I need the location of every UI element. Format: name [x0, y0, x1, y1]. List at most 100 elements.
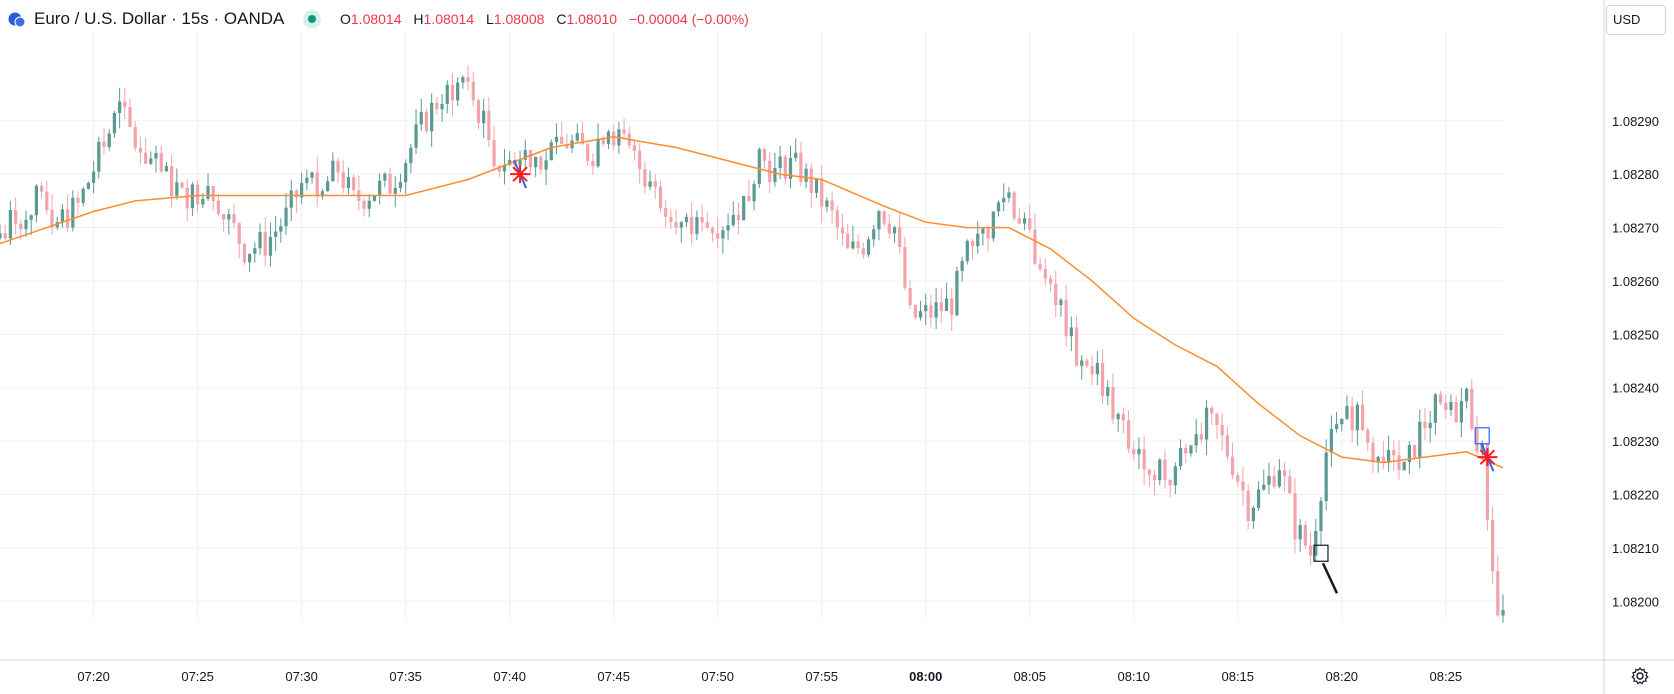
- candle-body: [560, 137, 563, 144]
- candle: [394, 176, 397, 207]
- candle: [1340, 419, 1343, 432]
- candle: [399, 174, 402, 193]
- candle-body: [830, 201, 833, 211]
- candle: [1189, 445, 1192, 457]
- candle: [451, 73, 454, 116]
- candle-body: [1065, 300, 1068, 336]
- candle: [1335, 412, 1338, 433]
- candle-body: [1460, 401, 1463, 422]
- candle-body: [659, 187, 662, 208]
- candle: [368, 194, 371, 217]
- candle: [305, 170, 308, 190]
- candle: [347, 168, 350, 195]
- candle-body: [1127, 420, 1130, 449]
- candle-body: [867, 239, 870, 254]
- candle: [706, 212, 709, 229]
- candle: [362, 198, 365, 216]
- candle-body: [1496, 571, 1499, 615]
- candle: [45, 181, 48, 215]
- candle: [529, 150, 532, 175]
- candle-body: [997, 202, 1000, 211]
- candle: [492, 126, 495, 172]
- candle-body: [305, 178, 308, 183]
- candle-body: [217, 201, 220, 214]
- candle-body: [903, 247, 906, 288]
- candle-body: [368, 201, 371, 209]
- candle: [1361, 390, 1364, 431]
- x-tick-label: 07:50: [701, 669, 734, 684]
- candle: [690, 202, 693, 245]
- candle-body: [383, 174, 386, 181]
- x-tick-label: 07:35: [389, 669, 422, 684]
- candle: [747, 180, 750, 202]
- candle: [1065, 285, 1068, 347]
- candle: [976, 221, 979, 254]
- candle-body: [40, 186, 43, 192]
- candle-body: [1491, 520, 1494, 571]
- candles: [0, 65, 1505, 622]
- candle-body: [1023, 218, 1026, 223]
- candle: [1054, 271, 1057, 317]
- currency-button[interactable]: USD: [1606, 5, 1666, 35]
- candle: [1091, 356, 1094, 386]
- candle: [758, 147, 761, 188]
- candle-body: [877, 211, 880, 229]
- candle: [446, 80, 449, 113]
- box-marker-icon[interactable]: [1314, 545, 1337, 593]
- candle-body: [222, 214, 225, 219]
- candle: [269, 222, 272, 266]
- candle-body: [30, 215, 33, 220]
- candle-body: [841, 227, 844, 233]
- candle-body: [160, 153, 163, 171]
- x-tick-label: 07:45: [597, 669, 630, 684]
- candle: [622, 119, 625, 140]
- candle: [1179, 439, 1182, 470]
- candle: [685, 213, 688, 227]
- candle-body: [1309, 546, 1312, 556]
- candle: [1247, 484, 1250, 530]
- candle: [1101, 349, 1104, 404]
- candle-body: [1085, 360, 1088, 365]
- candle: [279, 218, 282, 243]
- candle: [1241, 467, 1244, 506]
- candle-body: [456, 83, 459, 101]
- y-tick-label: 1.08250: [1612, 327, 1659, 342]
- candle-body: [14, 210, 17, 224]
- candle-body: [851, 241, 854, 248]
- candle-body: [622, 129, 625, 133]
- candle-body: [1418, 422, 1421, 458]
- candle-body: [35, 186, 38, 215]
- candle-body: [492, 140, 495, 166]
- candle-body: [1122, 414, 1125, 420]
- candle: [815, 178, 818, 198]
- grid: [0, 32, 1503, 620]
- candle: [1236, 472, 1239, 487]
- settings-gear-icon[interactable]: [1630, 666, 1650, 686]
- candle: [810, 164, 813, 208]
- candle-body: [97, 142, 100, 172]
- candle: [992, 211, 995, 241]
- candle-body: [955, 271, 958, 315]
- candle-body: [362, 201, 365, 209]
- candle-body: [1356, 405, 1359, 431]
- candle-body: [862, 248, 865, 255]
- candle-body: [118, 102, 121, 113]
- candle-body: [1335, 424, 1338, 429]
- candle: [1371, 437, 1374, 473]
- candle: [1158, 458, 1161, 485]
- candle-body: [778, 157, 781, 168]
- candle: [664, 201, 667, 229]
- candle-body: [1236, 475, 1239, 481]
- candle-body: [758, 149, 761, 184]
- candle-body: [1449, 402, 1452, 410]
- x-tick-label: 08:05: [1013, 669, 1046, 684]
- candle-body: [154, 153, 157, 158]
- candle: [825, 197, 828, 212]
- candle-body: [1293, 493, 1296, 539]
- candle: [544, 150, 547, 185]
- candle-body: [1137, 449, 1140, 454]
- candle: [872, 225, 875, 247]
- candle-body: [446, 85, 449, 104]
- candle-body: [19, 224, 22, 229]
